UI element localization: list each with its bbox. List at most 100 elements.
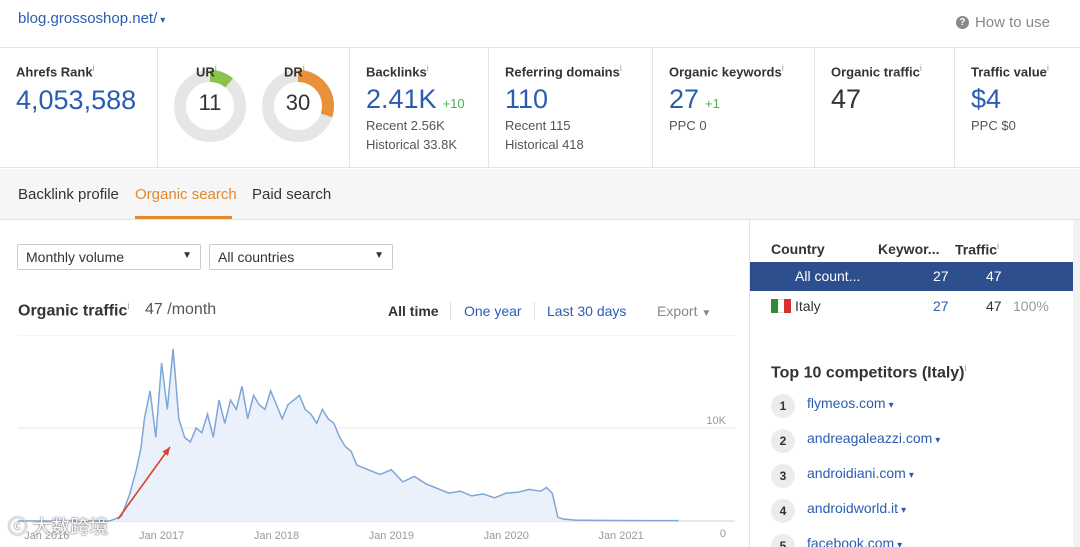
competitor-link[interactable]: flymeos.com ▾ <box>807 395 894 411</box>
info-icon[interactable]: i <box>919 63 922 73</box>
metric-label: Organic keywordsi <box>669 63 784 80</box>
ahrefs-rank-value: 4,053,588 <box>16 85 137 115</box>
metric-label: Referring domainsi <box>505 63 622 80</box>
info-icon[interactable]: i <box>127 301 130 311</box>
metric-backlinks: Backlinksi 2.41K +10 Recent 2.56K Histori… <box>350 48 489 168</box>
info-icon[interactable]: i <box>997 241 1000 251</box>
x-tick-label: Jan 2016 <box>24 530 69 542</box>
competitor-link[interactable]: androidiani.com ▾ <box>807 465 914 481</box>
volume-select-value: Monthly volume <box>26 249 125 265</box>
metric-referring-domains: Referring domainsi 110 Recent 115 Histor… <box>489 48 653 168</box>
metric-label: Backlinksi <box>366 63 429 80</box>
organic-keywords-delta: +1 <box>705 96 720 111</box>
traffic-line <box>18 348 679 522</box>
traffic-value-ppc: PPC $0 <box>971 118 1016 133</box>
country-select[interactable]: All countries ▼ <box>209 244 393 270</box>
dropdown-arrow-icon: ▼ <box>182 250 192 261</box>
country-traffic: 47 <box>986 298 1002 314</box>
traffic-value-value[interactable]: $4 <box>971 84 1002 114</box>
dr-gauge-ring <box>262 70 334 142</box>
organic-traffic-monthly: 47 /month <box>145 301 217 318</box>
scrollbar[interactable] <box>1073 220 1080 547</box>
country-side-panel: Country Keywor... Traffici All count... … <box>749 220 1080 547</box>
how-to-use-label: How to use <box>974 14 1050 31</box>
competitor-rank: 3 <box>771 464 795 488</box>
chevron-down-icon[interactable]: ▾ <box>935 435 941 446</box>
metric-label: Traffic valuei <box>971 63 1049 80</box>
country-share: 100% <box>1013 298 1049 314</box>
competitor-link[interactable]: andreagaleazzi.com ▾ <box>807 430 941 446</box>
competitor-link[interactable]: facebook.com ▾ <box>807 535 902 547</box>
table-row[interactable]: Italy 27 47 100% <box>750 292 1073 321</box>
referring-domains-value[interactable]: 110 <box>505 84 549 114</box>
backlinks-recent: Recent 2.56K <box>366 118 445 133</box>
x-tick-label: Jan 2020 <box>484 530 529 542</box>
info-icon[interactable]: i <box>214 63 217 73</box>
chevron-down-icon[interactable]: ▾ <box>888 400 894 411</box>
watermark: ⓒ 大数跨境 <box>8 517 109 538</box>
organic-traffic-panel: Monthly volume ▼ All countries ▼ Organic… <box>0 220 748 547</box>
range-last-30-days[interactable]: Last 30 days <box>547 303 627 319</box>
col-header-keywords[interactable]: Keywor... <box>878 241 940 257</box>
chevron-down-icon[interactable]: ▾ <box>908 470 914 481</box>
country-select-value: All countries <box>218 249 295 265</box>
ur-value: 11 <box>198 90 222 115</box>
help-icon: ? <box>955 16 969 29</box>
backlinks-historical: Historical 33.8K <box>366 137 458 152</box>
info-icon[interactable]: i <box>964 363 967 373</box>
info-icon[interactable]: i <box>426 63 429 73</box>
dropdown-arrow-icon: ▼ <box>374 250 384 261</box>
chevron-down-icon[interactable]: ▾ <box>901 505 907 516</box>
dr-value: 30 <box>285 90 311 115</box>
metric-traffic-value: Traffic valuei $4 PPC $0 <box>955 48 1080 168</box>
tab-paid-search[interactable]: Paid search <box>252 186 332 203</box>
report-tabs: Backlink profile Organic search Paid sea… <box>0 169 1080 220</box>
col-header-country[interactable]: Country <box>771 241 825 257</box>
range-divider <box>534 302 535 320</box>
organic-traffic-value: 47 <box>831 84 862 114</box>
tab-backlink-profile[interactable]: Backlink profile <box>18 186 119 203</box>
col-header-traffic[interactable]: Traffici <box>955 241 1000 258</box>
info-icon[interactable]: i <box>781 63 784 73</box>
y-tick-label: 10K <box>706 415 726 427</box>
range-one-year[interactable]: One year <box>464 303 522 319</box>
active-tab-indicator <box>135 216 232 219</box>
competitor-rank: 4 <box>771 499 795 523</box>
info-icon[interactable]: i <box>92 63 95 73</box>
how-to-use-link[interactable]: ? How to use <box>955 14 1050 31</box>
range-all-time[interactable]: All time <box>388 303 439 319</box>
target-domain-text: blog.grossoshop.net/ <box>18 10 158 27</box>
traffic-area <box>18 348 679 521</box>
competitor-rank: 1 <box>771 394 795 418</box>
competitor-rank: 5 <box>771 534 795 547</box>
referring-domains-recent: Recent 115 <box>505 118 571 133</box>
info-icon[interactable]: i <box>302 63 305 73</box>
tab-organic-search[interactable]: Organic search <box>135 186 237 203</box>
competitor-link[interactable]: androidworld.it ▾ <box>807 500 907 516</box>
italy-flag-icon <box>771 299 792 313</box>
x-tick-label: Jan 2019 <box>369 530 414 542</box>
export-button[interactable]: Export ▼ <box>657 303 712 319</box>
volume-select[interactable]: Monthly volume ▼ <box>17 244 201 270</box>
country-keywords[interactable]: 27 <box>933 298 949 314</box>
organic-keywords-value[interactable]: 27 +1 <box>669 84 720 114</box>
country-traffic: 47 <box>986 268 1002 284</box>
ur-gauge-ring <box>174 70 246 142</box>
backlinks-value[interactable]: 2.41K +10 <box>366 84 465 114</box>
table-row[interactable]: All count... 27 47 <box>750 262 1073 291</box>
organic-keywords-ppc: PPC 0 <box>669 118 707 133</box>
metrics-bar: Ahrefs Ranki 4,053,588 URi 11 DRi 30 Bac… <box>0 48 1080 168</box>
info-icon[interactable]: i <box>1046 63 1049 73</box>
info-icon[interactable]: i <box>619 63 622 73</box>
dropdown-arrow-icon: ▼ <box>701 308 712 319</box>
backlinks-delta: +10 <box>442 96 465 111</box>
target-domain-link[interactable]: blog.grossoshop.net/▾ <box>18 10 165 27</box>
country-keywords: 27 <box>933 268 949 284</box>
chevron-down-icon[interactable]: ▾ <box>897 540 903 547</box>
organic-traffic-title: Organic traffici <box>18 301 130 320</box>
chevron-down-icon[interactable]: ▾ <box>160 15 166 26</box>
metric-label: Ahrefs Ranki <box>16 63 95 80</box>
x-tick-label: Jan 2018 <box>254 530 299 542</box>
